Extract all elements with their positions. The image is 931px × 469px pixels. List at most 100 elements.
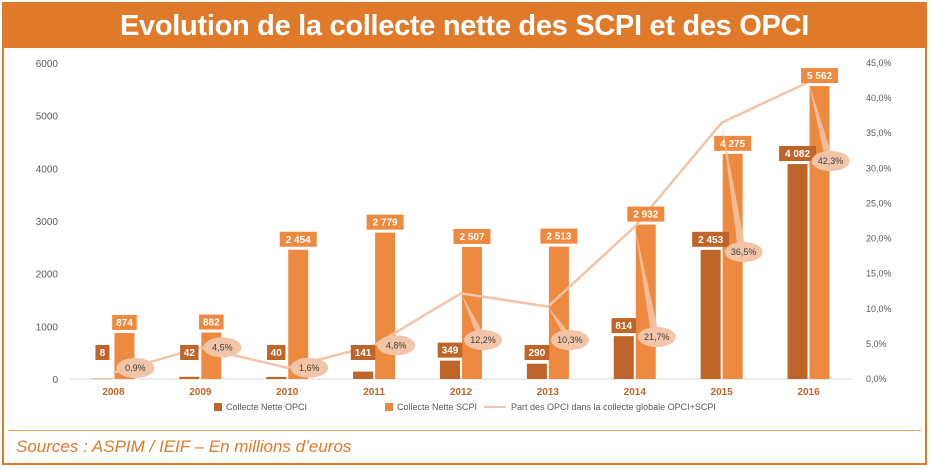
y2-tick-label: 0,0% bbox=[866, 374, 887, 384]
share-data-label: 42,3% bbox=[818, 156, 844, 166]
share-data-label: 1,6% bbox=[299, 363, 320, 373]
opci-bar bbox=[440, 360, 460, 379]
y2-tick-label: 45,0% bbox=[866, 58, 892, 68]
scpi-data-label: 882 bbox=[203, 318, 220, 329]
x-tick-label: 2009 bbox=[189, 387, 212, 398]
x-tick-label: 2013 bbox=[537, 387, 560, 398]
scpi-data-label: 2 454 bbox=[286, 235, 311, 246]
opci-bar bbox=[266, 376, 287, 379]
opci-bar bbox=[787, 164, 808, 379]
y-tick-label: 2000 bbox=[36, 270, 59, 281]
share-callout-pointer bbox=[461, 293, 485, 336]
scpi-data-label-box bbox=[714, 135, 752, 151]
legend-swatch bbox=[214, 403, 222, 411]
share-callout-pointer bbox=[721, 122, 746, 248]
share-data-label: 21,7% bbox=[644, 332, 670, 342]
opci-data-label: 8 bbox=[100, 348, 106, 359]
source-note: Sources : ASPIM / IEIF – En millions d’e… bbox=[16, 437, 352, 456]
opci-data-label: 42 bbox=[184, 348, 196, 359]
opci-data-label-box bbox=[437, 342, 463, 358]
opci-data-label-box bbox=[611, 318, 637, 334]
share-data-label: 36,5% bbox=[731, 247, 757, 257]
y-tick-label: 0 bbox=[52, 375, 58, 386]
scpi-data-label-box bbox=[540, 228, 578, 244]
scpi-data-label-box bbox=[453, 228, 491, 244]
y2-tick-label: 25,0% bbox=[866, 198, 892, 208]
scpi-data-label-box bbox=[199, 314, 224, 330]
opci-data-label: 4 082 bbox=[785, 149, 810, 160]
share-callout bbox=[116, 358, 155, 378]
share-callout bbox=[290, 357, 329, 378]
opci-bar bbox=[92, 378, 113, 380]
x-tick-label: 2016 bbox=[797, 387, 820, 398]
opci-bar bbox=[179, 376, 200, 379]
share-callout bbox=[811, 151, 850, 171]
y2-tick-label: 30,0% bbox=[866, 163, 892, 173]
scpi-data-label-box bbox=[627, 206, 665, 222]
opci-data-label-box bbox=[524, 345, 550, 360]
opci-bar bbox=[700, 249, 721, 379]
share-callout-pointer bbox=[634, 226, 659, 333]
y-tick-label: 1000 bbox=[36, 322, 59, 333]
y-tick-label: 4000 bbox=[36, 164, 59, 175]
opci-data-label: 814 bbox=[615, 321, 632, 332]
legend-label: Part des OPCI dans la collecte globale O… bbox=[511, 402, 716, 412]
y2-tick-label: 5,0% bbox=[866, 339, 887, 349]
share-data-label: 4,8% bbox=[386, 340, 407, 350]
share-callout bbox=[464, 330, 502, 350]
legend-label: Collecte Nette OPCI bbox=[226, 402, 307, 412]
opci-bar bbox=[526, 363, 547, 379]
opci-data-label: 40 bbox=[271, 348, 283, 359]
opci-data-label-box bbox=[350, 345, 376, 360]
share-callout bbox=[203, 337, 242, 358]
opci-data-label-box bbox=[267, 345, 286, 360]
scpi-data-label-box bbox=[112, 314, 137, 330]
x-tick-label: 2014 bbox=[624, 387, 647, 398]
legend-swatch bbox=[385, 403, 393, 411]
scpi-data-label: 2 779 bbox=[373, 218, 398, 229]
opci-data-label: 290 bbox=[529, 348, 546, 359]
y-tick-label: 3000 bbox=[36, 217, 59, 228]
x-tick-label: 2012 bbox=[450, 387, 473, 398]
opci-data-label: 349 bbox=[442, 346, 459, 357]
share-data-label: 12,2% bbox=[470, 335, 496, 345]
scpi-data-label: 2 513 bbox=[546, 232, 571, 243]
scpi-data-label: 2 932 bbox=[633, 210, 658, 221]
scpi-data-label: 2 507 bbox=[459, 232, 484, 243]
opci-data-label-box bbox=[692, 231, 730, 247]
scpi-data-label-box bbox=[801, 68, 839, 84]
share-data-label: 4,5% bbox=[212, 342, 233, 352]
y2-tick-label: 10,0% bbox=[866, 304, 892, 314]
y2-tick-label: 40,0% bbox=[866, 93, 892, 103]
scpi-bar bbox=[288, 249, 309, 379]
y2-tick-label: 15,0% bbox=[866, 269, 892, 279]
opci-bar bbox=[613, 336, 634, 379]
x-tick-label: 2010 bbox=[276, 387, 299, 398]
legend-label: Collecte Nette SCPI bbox=[397, 402, 477, 412]
opci-bar bbox=[353, 371, 374, 379]
opci-data-label-box bbox=[180, 345, 199, 360]
scpi-data-label: 4 275 bbox=[720, 139, 745, 150]
y-tick-label: 6000 bbox=[36, 59, 59, 70]
scpi-data-label-box bbox=[279, 231, 317, 247]
share-data-label: 0,9% bbox=[125, 363, 146, 373]
x-tick-label: 2015 bbox=[711, 387, 734, 398]
chart-title: Evolution de la collecte nette des SCPI … bbox=[120, 9, 809, 42]
opci-data-label: 2 453 bbox=[698, 235, 723, 246]
share-callout bbox=[377, 335, 416, 356]
share-callout bbox=[724, 242, 763, 262]
y2-tick-label: 35,0% bbox=[866, 128, 892, 138]
scpi-data-label-box bbox=[366, 214, 404, 230]
share-callout-pointer bbox=[547, 306, 572, 336]
title-banner: Evolution de la collecte nette des SCPI … bbox=[4, 4, 925, 48]
share-callout bbox=[550, 330, 589, 350]
share-data-label: 10,3% bbox=[557, 335, 583, 345]
share-callout-pointer bbox=[808, 81, 833, 157]
opci-data-label-box bbox=[95, 345, 110, 360]
source-separator bbox=[8, 430, 921, 431]
x-tick-label: 2011 bbox=[363, 387, 385, 398]
opci-data-label: 141 bbox=[355, 348, 372, 359]
share-callout bbox=[637, 327, 676, 347]
